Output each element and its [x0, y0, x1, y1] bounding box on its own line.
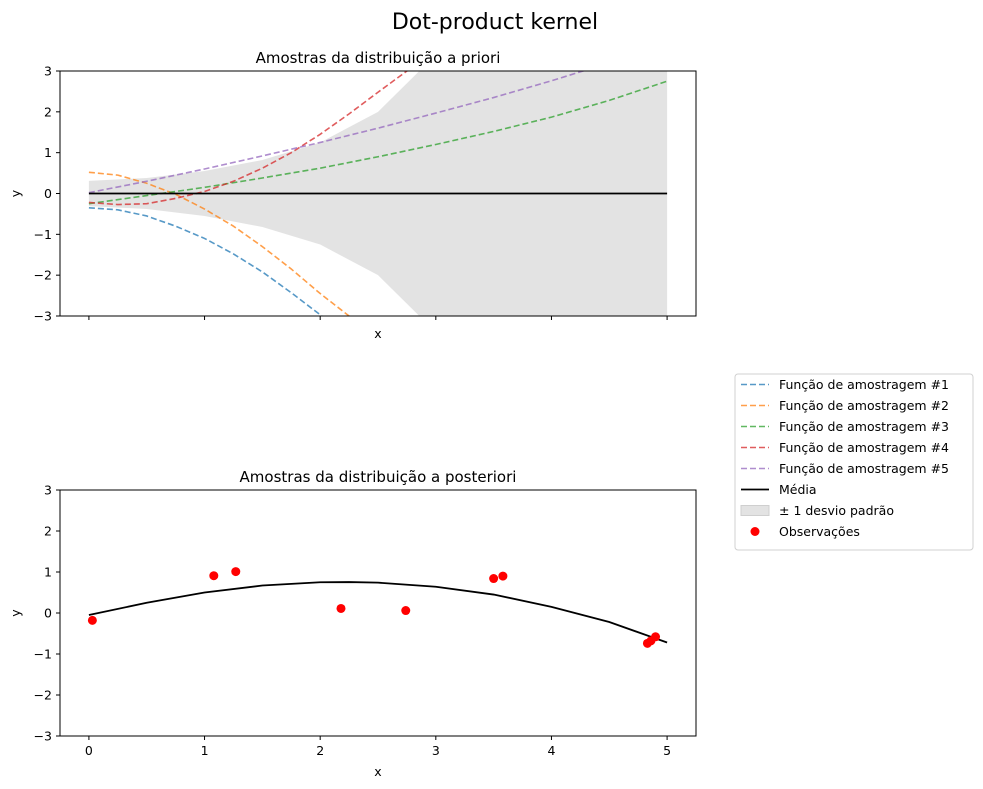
subplot-title: Amostras da distribuição a posteriori	[240, 468, 517, 486]
legend-entry: Função de amostragem #5	[741, 461, 949, 476]
legend-label: Função de amostragem #2	[779, 398, 949, 413]
legend-entry: Função de amostragem #3	[741, 419, 949, 434]
legend-label: Função de amostragem #5	[779, 461, 949, 476]
y-tick-label: 0	[44, 606, 52, 621]
subplot-title: Amostras da distribuição a priori	[256, 49, 501, 67]
observation-point	[87, 615, 97, 625]
y-tick-label: 2	[44, 524, 52, 539]
y-tick-label: 0	[44, 186, 52, 201]
observation-point	[651, 632, 661, 642]
y-tick-label: −1	[34, 647, 52, 662]
legend-entry: Observações	[750, 524, 860, 539]
y-tick-label: −2	[34, 268, 52, 283]
y-tick-label: −2	[34, 688, 52, 703]
legend-label: ± 1 desvio padrão	[779, 503, 894, 518]
legend-swatch	[740, 505, 770, 516]
x-tick-label: 1	[201, 743, 209, 758]
observation-point	[401, 606, 411, 616]
legend: Função de amostragem #1 Função de amostra…	[734, 373, 974, 551]
legend-label: Função de amostragem #4	[779, 440, 949, 455]
sample-function-5	[88, 71, 586, 194]
observation-point	[336, 603, 346, 613]
axes-frame	[59, 489, 697, 737]
legend-entry: ± 1 desvio padrão	[740, 503, 894, 518]
x-tick-label: 4	[547, 743, 555, 758]
legend-label: Observações	[779, 524, 860, 539]
x-tick-label: 0	[85, 743, 93, 758]
observation-point	[498, 571, 508, 581]
sample-function-2	[88, 171, 351, 316]
legend-box	[734, 373, 974, 551]
legend-swatch	[750, 527, 760, 536]
y-axis-label: y	[8, 609, 23, 617]
y-tick-label: 3	[44, 64, 52, 79]
observation-point	[231, 567, 241, 577]
sample-function-1	[88, 206, 323, 316]
observation-point	[489, 574, 499, 584]
legend-entry: Média	[741, 482, 817, 497]
x-tick-label: 3	[432, 743, 440, 758]
y-tick-label: −1	[34, 227, 52, 242]
legend-entry: Função de amostragem #1	[741, 377, 949, 392]
legend-label: Média	[779, 482, 817, 497]
x-axis-label: x	[374, 764, 381, 779]
y-tick-label: 3	[44, 483, 52, 498]
sample-function-4	[88, 71, 409, 206]
x-tick-label: 2	[316, 743, 324, 758]
y-axis-label: y	[8, 189, 23, 197]
y-tick-label: −3	[34, 729, 52, 744]
legend-label: Função de amostragem #1	[779, 377, 949, 392]
x-axis-label: x	[374, 326, 381, 341]
x-tick-label: 5	[663, 743, 671, 758]
prior-subplot: −3 −2 −1 0 1 2 3 Amostras da distribuição a pri…	[8, 49, 697, 341]
y-tick-label: −3	[34, 309, 52, 324]
legend-label: Função de amostragem #3	[779, 419, 949, 434]
legend-entry: Função de amostragem #2	[741, 398, 949, 413]
y-tick-label: 2	[44, 104, 52, 119]
plot-area	[88, 71, 668, 316]
plot-area	[87, 567, 668, 648]
sample-function-3	[88, 80, 668, 205]
legend-entry: Função de amostragem #4	[741, 440, 949, 455]
y-tick-label: 1	[44, 565, 52, 580]
std-band	[88, 71, 668, 316]
observation-point	[209, 571, 219, 581]
posterior-subplot: −3 −2 −1 0 1 2 3 0 1 2 3 4 5 Amostras da distribuição…	[8, 468, 697, 779]
mean-line	[88, 581, 668, 644]
figure-title: Dot-product kernel	[392, 10, 598, 35]
y-tick-label: 1	[44, 145, 52, 160]
